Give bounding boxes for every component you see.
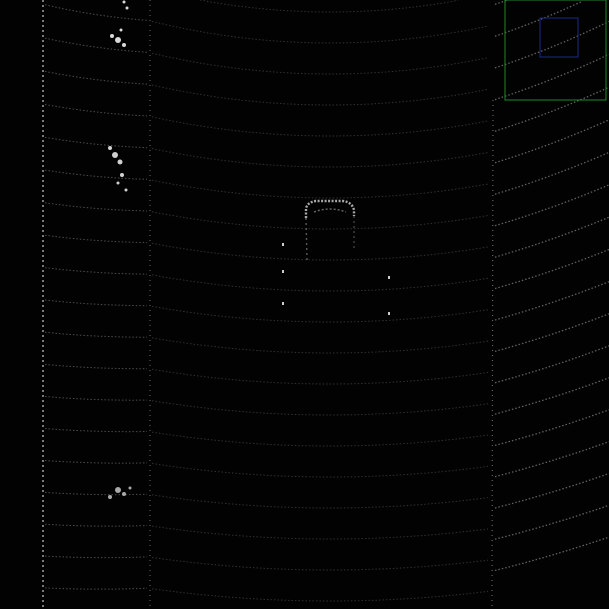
scan-ring-segment (151, 242, 489, 261)
tree-cluster-bottom (108, 486, 132, 499)
scan-ring-segment (44, 523, 148, 527)
scan-ring-segment (151, 431, 489, 447)
scan-ring-segment (151, 116, 489, 137)
scan-ring-segment (44, 396, 147, 401)
scan-ring-segment (494, 151, 609, 195)
scan-ring-segment (151, 179, 489, 199)
left-boundary-line (42, 0, 151, 609)
scan-ring-segment (151, 494, 489, 509)
scan-ring-segment (494, 248, 609, 290)
scan-ring-segment (44, 299, 147, 307)
scan-ring-segment (151, 368, 489, 385)
vehicle-front-inner (313, 208, 347, 213)
scan-ring-segment (151, 588, 489, 602)
scan-ring-segment (151, 52, 489, 75)
scan-ring-segment (494, 184, 609, 227)
scan-ring-segment (151, 274, 489, 292)
scan-ring-segment (151, 148, 489, 168)
scan-rings (44, 0, 609, 602)
scan-ring-segment (494, 409, 609, 447)
scan-ring-segment (199, 0, 459, 13)
scan-ring-segment (494, 53, 609, 101)
scan-ring-segment (151, 557, 489, 571)
scan-ring-segment (494, 504, 609, 540)
tree-cluster-top (110, 0, 129, 47)
scan-ring-segment (151, 84, 489, 106)
scan-ring-segment (44, 460, 147, 464)
scan-ring-segment (44, 267, 147, 275)
scan-ring-segment (494, 86, 609, 132)
tree-cluster-middle (108, 146, 128, 192)
scan-ring-segment (494, 313, 609, 353)
scan-ring-segment (44, 428, 147, 433)
minimap-ego-box (539, 17, 579, 58)
vehicle-left-side (305, 217, 308, 261)
scan-ring-segment (151, 20, 489, 44)
scan-ring-segment (494, 216, 609, 258)
scan-ring-segment (44, 491, 148, 496)
scan-ring-segment (44, 331, 147, 338)
scan-ring-segment (151, 337, 489, 354)
vehicle-reflection-points (282, 243, 390, 315)
scan-ring-segment (44, 234, 148, 244)
vegetation-clusters (108, 0, 132, 499)
scan-ring-segment (151, 305, 489, 323)
scan-ring-segment (151, 400, 489, 416)
scan-ring-segment (494, 377, 609, 415)
scan-ring-segment (494, 20, 609, 69)
minimap-border (504, 0, 607, 101)
vehicle-front-contour (304, 199, 356, 218)
scan-ring-segment (44, 202, 148, 212)
scan-ring-segment (494, 441, 609, 478)
scan-ring-segment (44, 587, 148, 590)
scan-ring-segment (494, 536, 609, 572)
scan-ring-segment (494, 281, 609, 321)
scan-ring-segment (494, 472, 609, 509)
scan-ring-segment (44, 555, 148, 559)
scan-ring-segment (151, 525, 489, 540)
scan-ring-segment (494, 119, 609, 164)
minimap-inset (504, 0, 607, 101)
scan-ring-segment (44, 169, 148, 180)
scan-ring-segment (151, 211, 489, 230)
scan-ring-segment (151, 463, 489, 478)
scan-ring-segment (494, 0, 583, 37)
scan-ring-segment (44, 363, 147, 370)
parked-vehicle-outline (282, 199, 390, 315)
